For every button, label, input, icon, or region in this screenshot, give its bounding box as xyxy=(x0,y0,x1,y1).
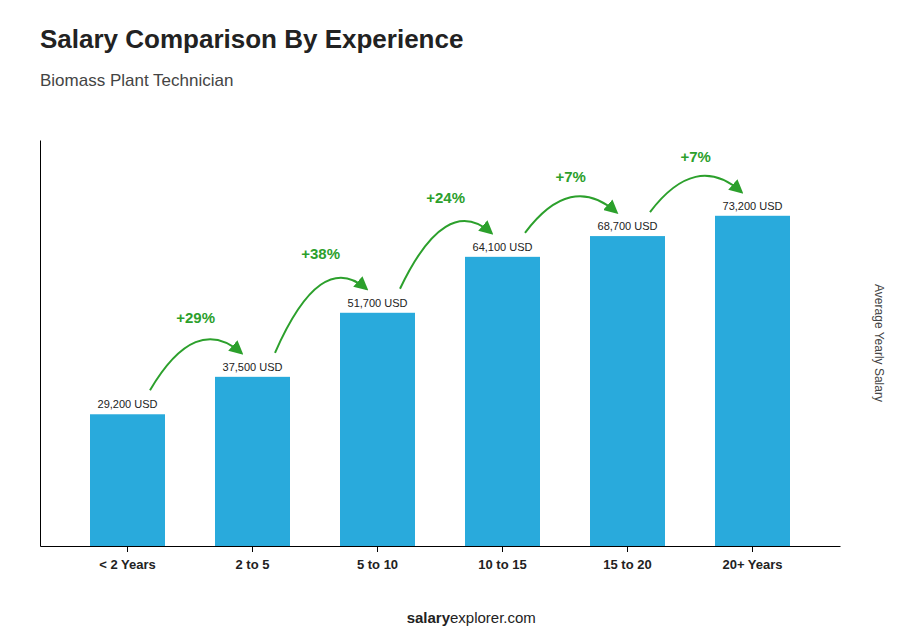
tick-label: 15 to 20 xyxy=(603,557,651,572)
tick-label: < 2 Years xyxy=(99,557,156,572)
data-label: 51,700 USD xyxy=(348,297,408,309)
footer: explorer.com xyxy=(450,609,536,626)
axis-line xyxy=(40,141,41,547)
data-label: 37,500 USD xyxy=(223,361,283,373)
tick-mark xyxy=(627,546,628,552)
axis-line xyxy=(41,546,841,547)
annotation: +38% xyxy=(301,245,340,262)
data-label: 68,700 USD xyxy=(598,220,658,232)
tick: 10 to 15 xyxy=(478,546,526,572)
y-axis xyxy=(40,141,41,547)
x-axis: < 2 Years 2 to 5 5 to 10 10 to 15 15 to 20 20… xyxy=(41,546,841,572)
tick-mark xyxy=(252,546,253,552)
bar xyxy=(590,236,665,546)
annotation: +7% xyxy=(680,148,710,165)
tick: 2 to 5 xyxy=(236,546,270,572)
tick-label: 20+ Years xyxy=(722,557,782,572)
tick-label: 5 to 10 xyxy=(357,557,398,572)
bar xyxy=(215,377,290,546)
tick-mark xyxy=(127,546,128,552)
data-label: 64,100 USD xyxy=(473,241,533,253)
tick-label: 10 to 15 xyxy=(478,557,526,572)
bar xyxy=(465,257,540,546)
annotation: +29% xyxy=(176,309,215,326)
arrow xyxy=(650,176,741,212)
data-labels: 29,200 USD 37,500 USD 51,700 USD 64,100 USD… xyxy=(98,200,783,410)
tick-mark xyxy=(502,546,503,552)
tick-mark xyxy=(377,546,378,552)
annotation: +24% xyxy=(426,189,465,206)
bars xyxy=(90,216,790,546)
bar xyxy=(340,313,415,546)
tick: 5 to 10 xyxy=(357,546,398,572)
tick-mark xyxy=(752,546,753,552)
axis-title: Average Yearly Salary xyxy=(872,284,886,402)
arrow xyxy=(525,196,616,233)
title: Salary Comparison By Experience xyxy=(40,24,463,54)
arrow xyxy=(275,278,366,353)
tick: 15 to 20 xyxy=(603,546,651,572)
data-label: 73,200 USD xyxy=(723,200,783,212)
plot: < 2 Years 2 to 5 5 to 10 10 to 15 15 to 20 20… xyxy=(41,141,841,573)
subtitle: Biomass Plant Technician xyxy=(40,71,233,90)
bar xyxy=(90,414,165,546)
tick-label: 2 to 5 xyxy=(236,557,270,572)
footer: salary xyxy=(407,609,451,626)
bar xyxy=(715,216,790,546)
annotations: +29% +38% +24% +7% +7% xyxy=(150,148,741,390)
tick: < 2 Years xyxy=(99,546,156,572)
arrow xyxy=(150,339,241,390)
annotation: +7% xyxy=(555,168,585,185)
chart: Salary Comparison By Experience Biomass P… xyxy=(0,0,900,641)
arrow xyxy=(400,221,491,289)
tick: 20+ Years xyxy=(722,546,782,572)
data-label: 29,200 USD xyxy=(98,398,158,410)
